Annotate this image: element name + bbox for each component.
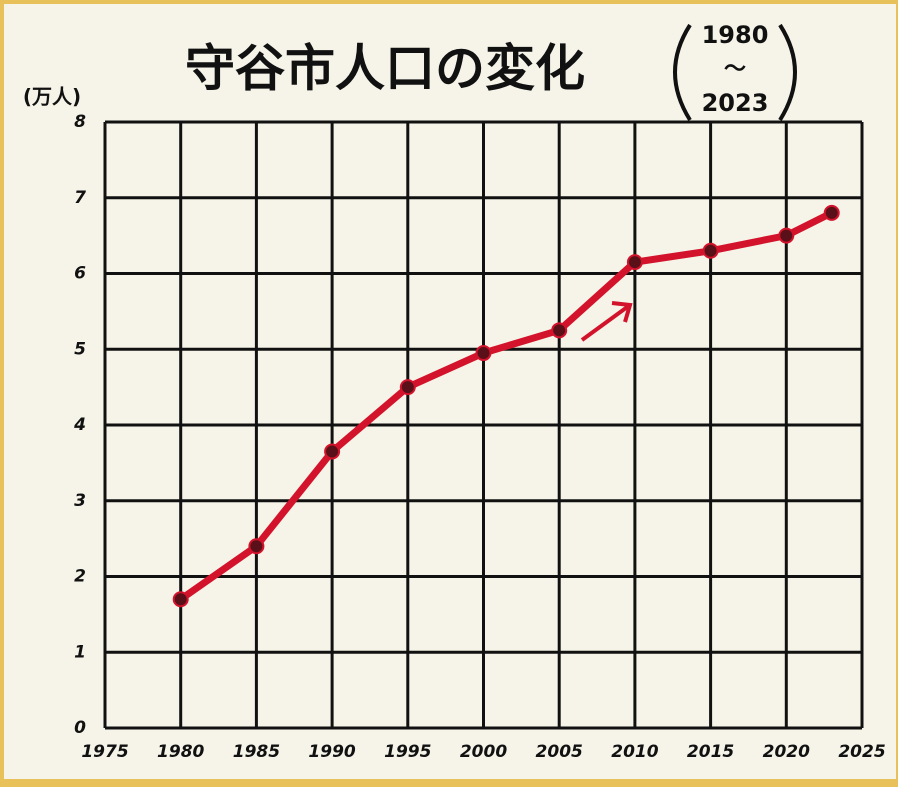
x-tick-label: 1975 bbox=[81, 742, 128, 762]
data-point bbox=[399, 379, 416, 396]
paper bbox=[4, 4, 896, 779]
data-point bbox=[823, 204, 840, 221]
x-tick-label: 2005 bbox=[536, 742, 583, 762]
data-point bbox=[778, 227, 795, 244]
y-tick-label: 6 bbox=[74, 264, 86, 284]
x-tick-label: 2010 bbox=[611, 742, 658, 762]
annotation-arrow bbox=[580, 301, 633, 342]
y-tick-label: 0 bbox=[74, 718, 86, 738]
data-line bbox=[177, 209, 836, 603]
data-point bbox=[702, 242, 719, 259]
data-point bbox=[551, 322, 568, 339]
x-tick-label: 2025 bbox=[838, 742, 885, 762]
subtitle-line: 1980 bbox=[702, 21, 769, 49]
y-tick-label: 7 bbox=[74, 188, 86, 208]
x-tick-label: 2000 bbox=[460, 742, 507, 762]
y-axis-label: (万人) bbox=[23, 85, 81, 109]
y-tick-label: 3 bbox=[74, 491, 86, 511]
paren-left bbox=[673, 23, 692, 122]
y-tick-label: 1 bbox=[74, 642, 86, 662]
paren-right bbox=[778, 23, 797, 122]
data-point bbox=[172, 591, 189, 608]
subtitle-line: 2023 bbox=[702, 89, 769, 117]
data-point bbox=[475, 345, 492, 362]
data-point bbox=[248, 538, 265, 555]
x-tick-label: 1980 bbox=[157, 742, 204, 762]
x-tick-label: 1985 bbox=[233, 742, 280, 762]
y-tick-label: 5 bbox=[74, 339, 86, 359]
y-tick-label: 8 bbox=[74, 112, 86, 132]
x-tick-label: 1990 bbox=[308, 742, 355, 762]
x-tick-label: 1995 bbox=[384, 742, 431, 762]
y-tick-label: 2 bbox=[74, 567, 86, 587]
x-tick-label: 2020 bbox=[763, 742, 810, 762]
x-tick-label: 2015 bbox=[687, 742, 734, 762]
data-point bbox=[324, 443, 341, 460]
data-point bbox=[626, 254, 643, 271]
y-tick-label: 4 bbox=[73, 415, 86, 435]
subtitle-line: 〜 bbox=[724, 57, 746, 82]
chart-title: 守谷市人口の変化 bbox=[185, 40, 585, 98]
